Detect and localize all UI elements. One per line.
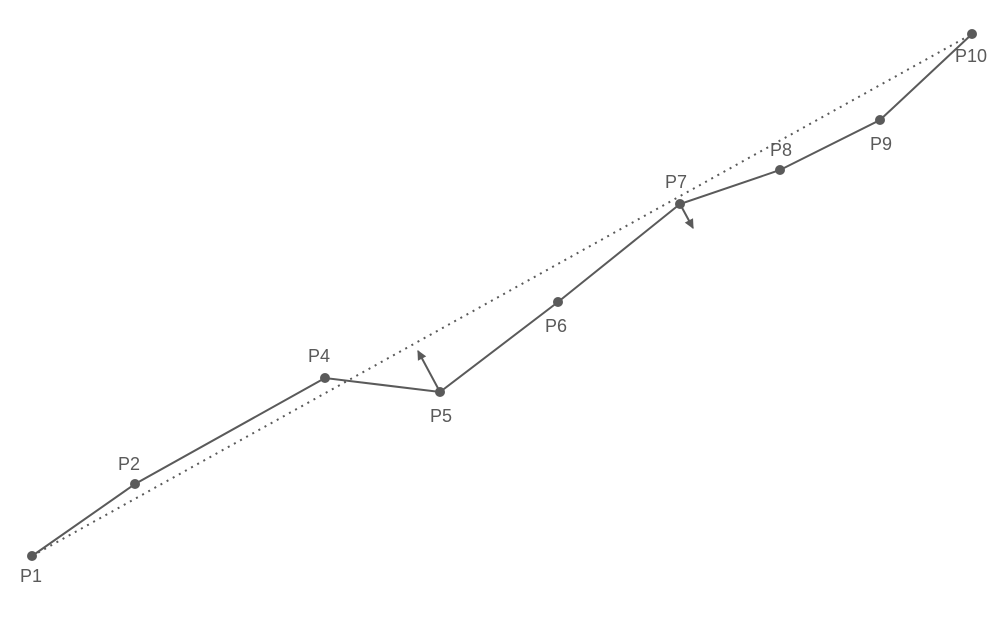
data-point bbox=[435, 387, 445, 397]
point-label: P5 bbox=[430, 406, 452, 426]
data-point bbox=[967, 29, 977, 39]
trend-line bbox=[32, 34, 972, 556]
data-point bbox=[130, 479, 140, 489]
point-label: P2 bbox=[118, 454, 140, 474]
data-point bbox=[27, 551, 37, 561]
arrow-head-icon bbox=[418, 351, 425, 360]
point-label: P4 bbox=[308, 346, 330, 366]
data-point bbox=[775, 165, 785, 175]
point-label: P6 bbox=[545, 316, 567, 336]
point-label: P1 bbox=[20, 566, 42, 586]
point-label: P8 bbox=[770, 140, 792, 160]
data-point bbox=[553, 297, 563, 307]
point-label: P9 bbox=[870, 134, 892, 154]
diagram-canvas: P1 P2 P4 P5 P6 P7 P8 P9 P10 bbox=[0, 0, 1000, 624]
data-point bbox=[675, 199, 685, 209]
point-label: P7 bbox=[665, 172, 687, 192]
data-point bbox=[320, 373, 330, 383]
data-point bbox=[875, 115, 885, 125]
arrow-head-icon bbox=[686, 219, 693, 228]
point-label: P10 bbox=[955, 46, 987, 66]
